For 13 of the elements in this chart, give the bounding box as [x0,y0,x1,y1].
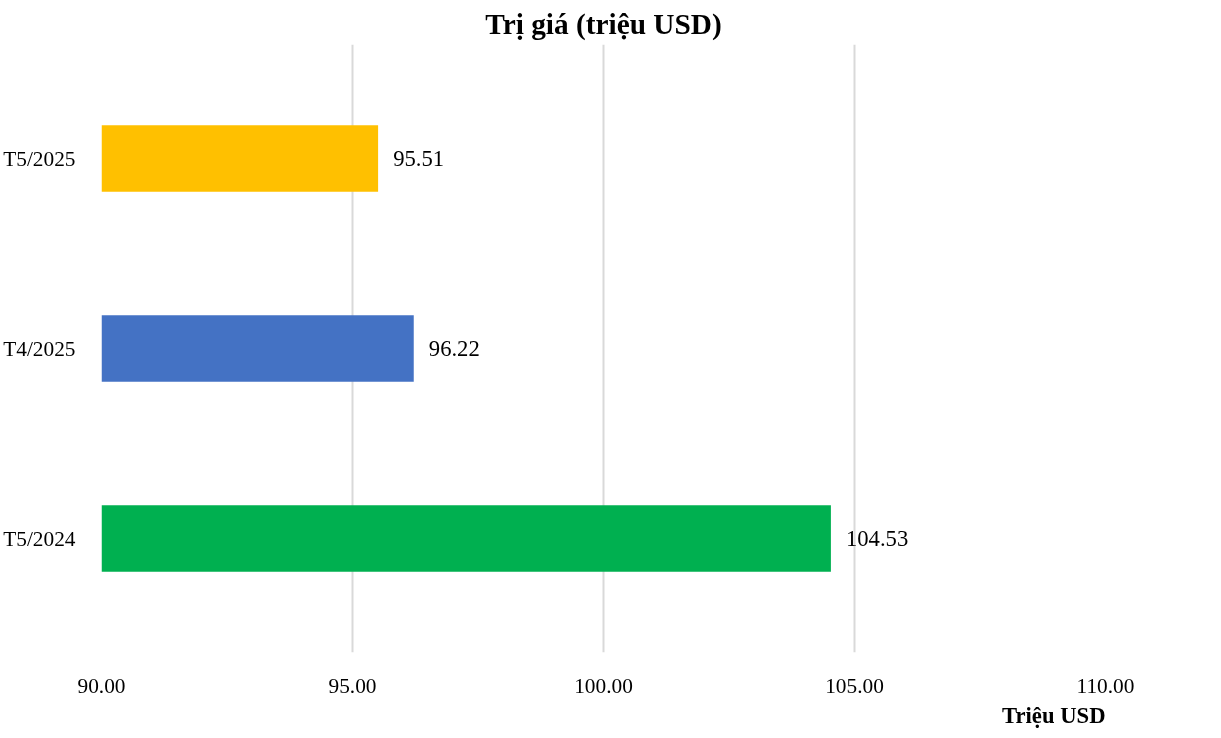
x-tick-label: 110.00 [1076,673,1135,698]
x-axis-title: Triệu USD [1002,702,1106,728]
y-tick-label: T5/2025 [3,146,76,171]
chart-title: Trị giá (triệu USD) [485,7,722,41]
y-tick-label: T5/2024 [3,526,76,551]
data-label: 104.53 [845,526,909,551]
x-tick-label: 100.00 [574,673,633,698]
data-label: 95.51 [393,146,445,171]
x-tick-label: 90.00 [77,673,126,698]
x-tick-label: 105.00 [825,673,884,698]
x-tick-label: 95.00 [328,673,377,698]
data-label: 96.22 [428,336,480,361]
y-tick-label: T4/2025 [3,336,76,361]
